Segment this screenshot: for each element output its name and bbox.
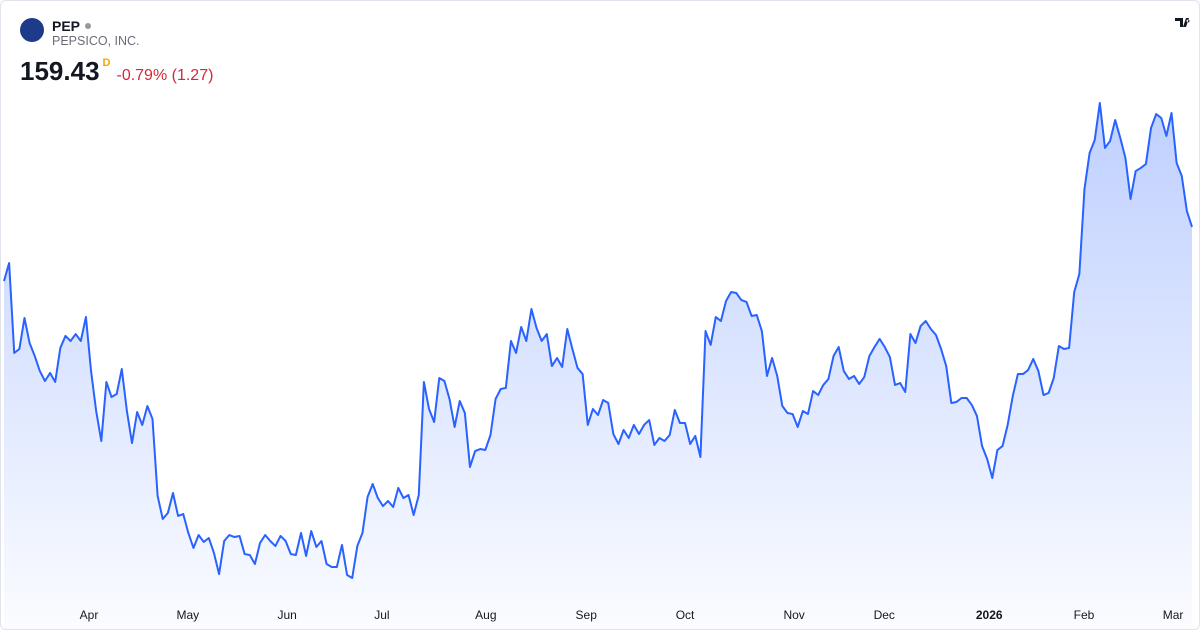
price-line: [3, 102, 1193, 580]
area-fill: [4, 103, 1192, 629]
symbol-row: PEP: [20, 14, 213, 42]
change: -0.79% (1.27): [116, 67, 214, 84]
x-tick-label: Nov: [783, 608, 804, 622]
x-tick-label: Feb: [1074, 608, 1095, 622]
x-tick-label: Apr: [80, 608, 99, 622]
x-tick-label: Sep: [576, 608, 598, 622]
x-tick-label: Jun: [277, 608, 296, 622]
price: 159.43: [20, 56, 100, 86]
x-tick-label: Aug: [475, 608, 496, 622]
status-dot: [85, 23, 92, 29]
resolution: D: [102, 57, 111, 69]
symbol[interactable]: PEP: [52, 18, 81, 34]
company-name: PEPSICO, INC.: [52, 34, 140, 48]
logo: [20, 18, 44, 42]
x-tick-label: 2026: [976, 608, 1003, 622]
x-tick-label: Mar: [1163, 608, 1184, 622]
price-row: 159.43 D -0.79% (1.27): [20, 56, 213, 87]
header: PEP PEPSICO, INC. 159.43 D -0.79% (1.27): [20, 14, 213, 87]
x-tick-label: Dec: [874, 608, 895, 622]
x-tick-label: May: [176, 608, 199, 622]
x-tick-label: Oct: [676, 608, 695, 622]
tradingview-logo[interactable]: [1171, 10, 1199, 34]
x-tick-label: Jul: [374, 608, 389, 622]
